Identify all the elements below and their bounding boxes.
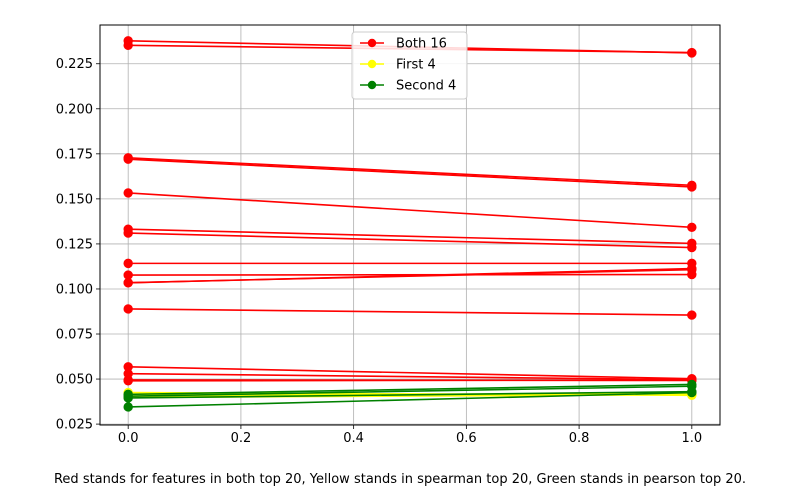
y-tick-label: 0.025 [56, 418, 93, 433]
y-axis-ticks: 0.025 0.050 0.075 0.100 0.125 0.150 0.175 0.200… [56, 57, 100, 433]
series-line [128, 267, 692, 284]
x-tick-label: 0.6 [456, 431, 477, 446]
legend-swatch-marker [367, 80, 377, 90]
data-point [123, 402, 133, 412]
data-point [123, 376, 133, 386]
series-layer [123, 36, 697, 412]
series-line [128, 228, 692, 245]
data-point [687, 182, 697, 192]
series-line [128, 192, 692, 229]
data-point [687, 310, 697, 320]
y-tick-label: 0.075 [56, 328, 93, 343]
figure-caption: Red stands for features in both top 20, … [53, 472, 746, 487]
data-point [123, 278, 133, 288]
data-point [123, 258, 133, 269]
data-point [687, 47, 697, 58]
x-axis-ticks: 0.0 0.2 0.4 0.6 0.8 1.0 [118, 425, 702, 446]
y-tick-label: 0.150 [56, 192, 93, 207]
legend: Both 16 First 4 Second 4 [351, 31, 468, 100]
plot-frame [99, 24, 721, 426]
data-point [123, 228, 133, 238]
series-line [128, 385, 692, 397]
data-point [123, 188, 133, 198]
data-point [123, 304, 133, 314]
x-tick-label: 0.0 [118, 431, 139, 446]
x-tick-label: 0.8 [569, 431, 590, 446]
series-line [128, 366, 692, 380]
y-tick-label: 0.175 [56, 147, 93, 162]
series-line [128, 372, 692, 381]
legend-label: Both 16 [396, 37, 447, 52]
x-tick-label: 0.2 [231, 431, 252, 446]
legend-label: First 4 [396, 58, 436, 73]
data-point [687, 222, 697, 233]
series-line [128, 232, 692, 249]
series-both-16 [123, 36, 697, 386]
y-tick-label: 0.100 [56, 282, 93, 297]
series-line [128, 156, 692, 187]
series-line [128, 391, 692, 408]
data-point [123, 393, 133, 403]
series-line [128, 273, 692, 276]
data-point [687, 242, 697, 253]
series-line [128, 390, 692, 399]
series-second-4 [123, 379, 697, 412]
legend-swatch-marker [367, 38, 377, 48]
y-tick-label: 0.200 [56, 102, 93, 117]
legend-label: Second 4 [396, 79, 456, 94]
y-tick-label: 0.050 [56, 373, 93, 388]
x-tick-label: 1.0 [681, 431, 702, 446]
legend-swatch-marker [367, 59, 377, 69]
series-line [128, 158, 692, 188]
y-tick-label: 0.125 [56, 237, 93, 252]
x-tick-label: 0.4 [343, 431, 364, 446]
data-point [687, 263, 697, 274]
data-point [123, 40, 133, 51]
legend-box [351, 31, 468, 100]
data-point [687, 387, 697, 398]
series-line [128, 308, 692, 316]
data-point [123, 154, 133, 164]
series-line [128, 379, 692, 382]
series-line [128, 383, 692, 396]
y-tick-label: 0.225 [56, 57, 93, 72]
